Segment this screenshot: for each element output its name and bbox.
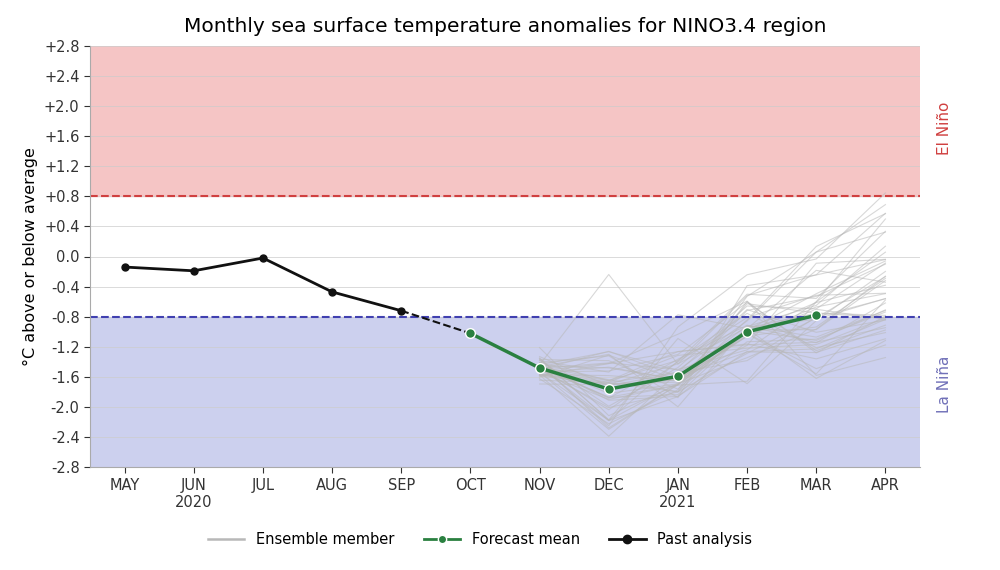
- Text: El Niño: El Niño: [937, 102, 952, 155]
- Title: Monthly sea surface temperature anomalies for NINO3.4 region: Monthly sea surface temperature anomalie…: [184, 17, 826, 36]
- Bar: [90, 317, 920, 467]
- Text: La Niña: La Niña: [937, 356, 952, 413]
- Bar: [90, 46, 920, 196]
- Y-axis label: °C above or below average: °C above or below average: [23, 147, 38, 366]
- Legend: Ensemble member, Forecast mean, Past analysis: Ensemble member, Forecast mean, Past ana…: [202, 526, 758, 553]
